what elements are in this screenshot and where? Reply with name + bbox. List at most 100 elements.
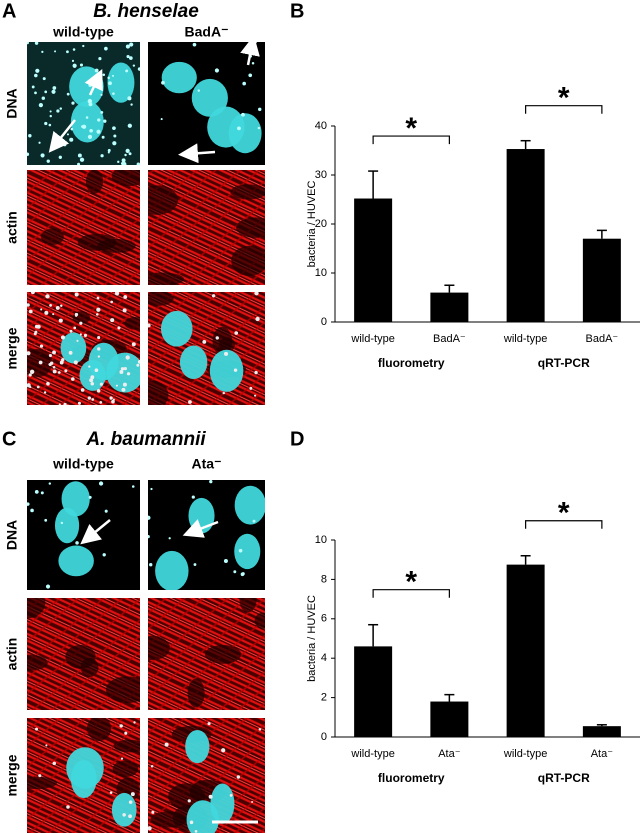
bacterium: [211, 294, 216, 298]
bacterium: [56, 109, 60, 113]
bacterium: [97, 336, 101, 340]
bacterium: [51, 89, 56, 94]
bacterium: [110, 300, 114, 304]
bacterium: [34, 42, 39, 45]
nucleus: [185, 729, 210, 764]
bacterium: [150, 765, 154, 768]
micrograph-content: [148, 292, 265, 405]
bacterium: [240, 572, 245, 577]
bacterium: [121, 387, 126, 392]
bacterium: [83, 333, 88, 337]
bacterium: [248, 73, 253, 78]
bacterium: [96, 129, 101, 134]
bacterium: [99, 400, 103, 404]
y-axis-label: bacteria / HUVEC: [306, 595, 318, 682]
bacterium: [148, 323, 151, 328]
dark-region: [148, 185, 179, 215]
micrograph-content: [27, 718, 140, 833]
bacterium: [97, 118, 101, 122]
bacterium: [128, 800, 133, 804]
bacterium: [45, 294, 50, 299]
dark-region: [231, 245, 265, 276]
bacterium: [49, 303, 52, 307]
dark-region: [105, 676, 140, 704]
bacterium: [27, 502, 30, 506]
bacterium: [107, 151, 110, 154]
bacterium: [224, 351, 229, 356]
bacterium: [29, 369, 35, 374]
dark-region: [27, 776, 58, 790]
bacterium: [111, 74, 115, 77]
micrograph-content: [27, 42, 140, 165]
bacterium: [193, 563, 197, 566]
bacterium: [97, 355, 101, 358]
bacterium: [35, 68, 40, 73]
bacterium: [123, 367, 127, 371]
dark-region: [112, 760, 139, 777]
bacterium: [27, 303, 30, 307]
bacterium: [114, 292, 120, 296]
bacterium: [258, 728, 262, 731]
bacterium: [40, 153, 45, 158]
bacterium: [223, 559, 228, 564]
dark-region: [85, 170, 104, 194]
bacterium: [52, 350, 56, 355]
bacterium: [251, 800, 254, 803]
dark-region: [239, 598, 257, 613]
panel-title: B. henselae: [93, 1, 199, 22]
bacterium: [117, 326, 121, 330]
bacterium: [45, 584, 51, 589]
bacterium: [66, 92, 70, 96]
bacterium: [115, 384, 118, 387]
bacterium: [75, 314, 78, 317]
bacterium: [96, 307, 101, 312]
significance-label: *: [405, 112, 417, 145]
significance-bracket: [525, 520, 603, 529]
bacterium: [36, 385, 40, 389]
bacterium: [160, 118, 163, 121]
actin: [148, 292, 265, 405]
bacterium: [49, 110, 52, 113]
bacterium: [88, 83, 92, 87]
dark-region: [230, 184, 265, 200]
bacterium: [192, 42, 197, 47]
bacterium: [48, 354, 52, 358]
bar: [506, 564, 545, 737]
error-bar: [520, 139, 531, 150]
bacterium: [30, 508, 34, 513]
bacterium: [88, 365, 91, 368]
x-tick-label: wild-type: [503, 748, 547, 760]
panel-letter: A: [2, 0, 16, 22]
nucleus: [54, 507, 80, 544]
bacterium: [44, 90, 48, 94]
error-bar: [596, 229, 607, 239]
panel-letter: C: [2, 428, 16, 450]
bacterium: [28, 134, 32, 138]
arrow: [182, 519, 219, 538]
bacterium: [34, 73, 38, 78]
dark-region: [97, 238, 136, 253]
group-label: qRT-PCR: [538, 356, 590, 370]
bacterium: [52, 313, 55, 316]
bacterium: [58, 403, 61, 405]
bacterium: [148, 826, 152, 831]
bacterium: [137, 360, 140, 364]
bacterium: [66, 805, 70, 809]
x-tick-label: Ata⁻: [438, 748, 461, 760]
bacterium: [194, 829, 198, 833]
significance-label: *: [558, 497, 570, 530]
bacterium: [97, 347, 101, 351]
bacterium: [249, 386, 253, 390]
bacterium: [52, 369, 57, 374]
micrograph: [148, 598, 265, 710]
bacterium: [127, 96, 132, 101]
bacterium: [164, 742, 169, 747]
bacterium: [122, 308, 127, 313]
bacterium: [120, 162, 125, 165]
bacterium: [88, 102, 93, 107]
y-tick-label: 4: [321, 652, 327, 664]
dark-region: [27, 654, 48, 671]
micrograph: [148, 292, 265, 405]
dark-region: [27, 598, 46, 619]
bacterium: [197, 89, 201, 92]
